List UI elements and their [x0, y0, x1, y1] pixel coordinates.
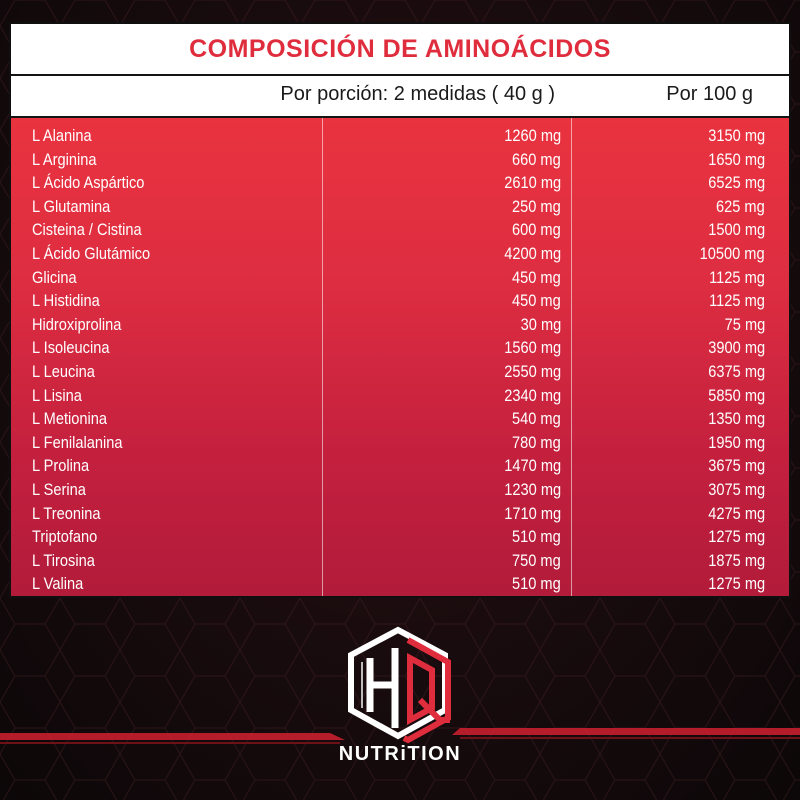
amount-per-100g: 6525 mg [708, 173, 765, 193]
table-row: L Prolina 1470 mg 3675 mg [11, 454, 789, 478]
table-row: L Tirosina 750 mg 1875 mg [11, 549, 789, 573]
amount-per-serving: 540 mg [512, 409, 561, 429]
amount-per-100g: 4275 mg [708, 503, 765, 523]
amino-acid-name: L Arginina [32, 149, 97, 169]
brand-name: NUTRiTION [338, 743, 462, 765]
amino-acid-name: Triptofano [32, 527, 98, 547]
amount-per-serving: 450 mg [512, 291, 561, 311]
table-row: L Histidina 450 mg 1125 mg [11, 289, 789, 313]
logo-hexagon-h [348, 626, 448, 740]
table-row: L Metionina 540 mg 1350 mg [11, 407, 789, 431]
amino-acid-name: L Glutamina [32, 196, 111, 216]
amount-per-100g: 3675 mg [708, 456, 765, 476]
amount-per-100g: 3150 mg [708, 126, 765, 145]
amino-acid-table: COMPOSICIÓN DE AMINOÁCIDOS Por porción: … [9, 22, 791, 598]
amount-per-100g: 1500 mg [708, 220, 765, 240]
amount-per-serving: 510 mg [512, 574, 561, 594]
table-header-row: Por porción: 2 medidas ( 40 g ) Por 100 … [11, 74, 789, 116]
column-divider [571, 118, 572, 596]
amino-acid-name: Glicina [32, 267, 77, 287]
amino-acid-name: L Treonina [32, 503, 101, 523]
amount-per-serving: 780 mg [512, 432, 561, 452]
amount-per-serving: 30 mg [520, 314, 561, 334]
amount-per-100g: 1650 mg [708, 149, 765, 169]
amino-acid-name: L Ácido Glutámico [32, 243, 151, 263]
amino-acid-name: L Tirosina [32, 550, 95, 570]
table-row: L Lisina 2340 mg 5850 mg [11, 384, 789, 408]
table-row: L Alanina 1260 mg 3150 mg [11, 124, 789, 148]
amino-acid-name: L Prolina [32, 456, 90, 476]
amount-per-serving: 750 mg [512, 550, 561, 570]
amino-acid-name: L Alanina [32, 126, 92, 145]
column-header-per-100g: Por 100 g [666, 83, 753, 105]
table-row: L Arginina 660 mg 1650 mg [11, 148, 789, 172]
table-row: L Glutamina 250 mg 625 mg [11, 195, 789, 219]
amount-per-100g: 1950 mg [708, 432, 765, 452]
table-row: Hidroxiprolina 30 mg 75 mg [11, 313, 789, 337]
amino-acid-name: L Isoleucina [32, 338, 110, 358]
amount-per-100g: 1275 mg [708, 574, 765, 594]
amount-per-100g: 3900 mg [708, 338, 765, 358]
table-row: L Serina 1230 mg 3075 mg [11, 478, 789, 502]
amount-per-serving: 1260 mg [504, 126, 561, 145]
column-header-per-serving: Por porción: 2 medidas ( 40 g ) [280, 83, 555, 105]
amino-acid-name: L Valina [32, 574, 84, 594]
amount-per-100g: 1350 mg [708, 409, 765, 429]
table-body: L Alanina 1260 mg 3150 mg L Arginina 660 mg 1… [11, 116, 789, 596]
amount-per-serving: 2550 mg [504, 361, 561, 381]
amount-per-serving: 1560 mg [504, 338, 561, 358]
table-title-bar: COMPOSICIÓN DE AMINOÁCIDOS [11, 24, 789, 74]
table-row: L Isoleucina 1560 mg 3900 mg [11, 336, 789, 360]
amino-acid-name: Hidroxiprolina [32, 314, 122, 334]
amino-acid-name: L Lisina [32, 385, 82, 405]
table-row: L Fenilalanina 780 mg 1950 mg [11, 431, 789, 455]
table-row: L Ácido Glutámico 4200 mg 10500 mg [11, 242, 789, 266]
table-row: Cisteina / Cistina 600 mg 1500 mg [11, 218, 789, 242]
table-row: Triptofano 510 mg 1275 mg [11, 525, 789, 549]
amino-acid-name: L Serina [32, 479, 86, 499]
amount-per-serving: 660 mg [512, 149, 561, 169]
amino-acid-name: L Histidina [32, 291, 100, 311]
table-row: L Ácido Aspártico 2610 mg 6525 mg [11, 171, 789, 195]
amount-per-serving: 2610 mg [504, 173, 561, 193]
amount-per-serving: 510 mg [512, 527, 561, 547]
amount-per-100g: 1875 mg [708, 550, 765, 570]
hq-nutrition-logo [0, 626, 800, 744]
table-row: L Treonina 1710 mg 4275 mg [11, 502, 789, 526]
amount-per-serving: 1230 mg [504, 479, 561, 499]
amino-acid-name: Cisteina / Cistina [32, 220, 142, 240]
amount-per-100g: 10500 mg [699, 243, 765, 263]
amino-acid-name: L Fenilalanina [32, 432, 123, 452]
table-title: COMPOSICIÓN DE AMINOÁCIDOS [189, 34, 611, 63]
amount-per-100g: 75 mg [724, 314, 765, 334]
logo-hexagon-q [402, 637, 451, 744]
amount-per-100g: 625 mg [716, 196, 765, 216]
amount-per-100g: 1125 mg [709, 267, 765, 287]
amount-per-serving: 4200 mg [504, 243, 561, 263]
amount-per-100g: 3075 mg [708, 479, 765, 499]
table-row: Glicina 450 mg 1125 mg [11, 266, 789, 290]
table-row: L Leucina 2550 mg 6375 mg [11, 360, 789, 384]
amount-per-serving: 1470 mg [504, 456, 561, 476]
amino-acid-name: L Ácido Aspártico [32, 173, 145, 193]
amount-per-100g: 1275 mg [708, 527, 765, 547]
table-rows: L Alanina 1260 mg 3150 mg L Arginina 660 mg 1… [11, 124, 789, 596]
amount-per-100g: 1125 mg [709, 291, 765, 311]
amino-acid-name: L Metionina [32, 409, 108, 429]
amount-per-serving: 250 mg [512, 196, 561, 216]
table-row: L Valina 510 mg 1275 mg [11, 572, 789, 596]
amino-acid-name: L Leucina [32, 361, 95, 381]
column-divider [322, 118, 323, 596]
amount-per-100g: 6375 mg [708, 361, 765, 381]
amount-per-serving: 600 mg [512, 220, 561, 240]
amount-per-serving: 1710 mg [504, 503, 561, 523]
amount-per-serving: 450 mg [512, 267, 561, 287]
amount-per-100g: 5850 mg [708, 385, 765, 405]
amount-per-serving: 2340 mg [504, 385, 561, 405]
